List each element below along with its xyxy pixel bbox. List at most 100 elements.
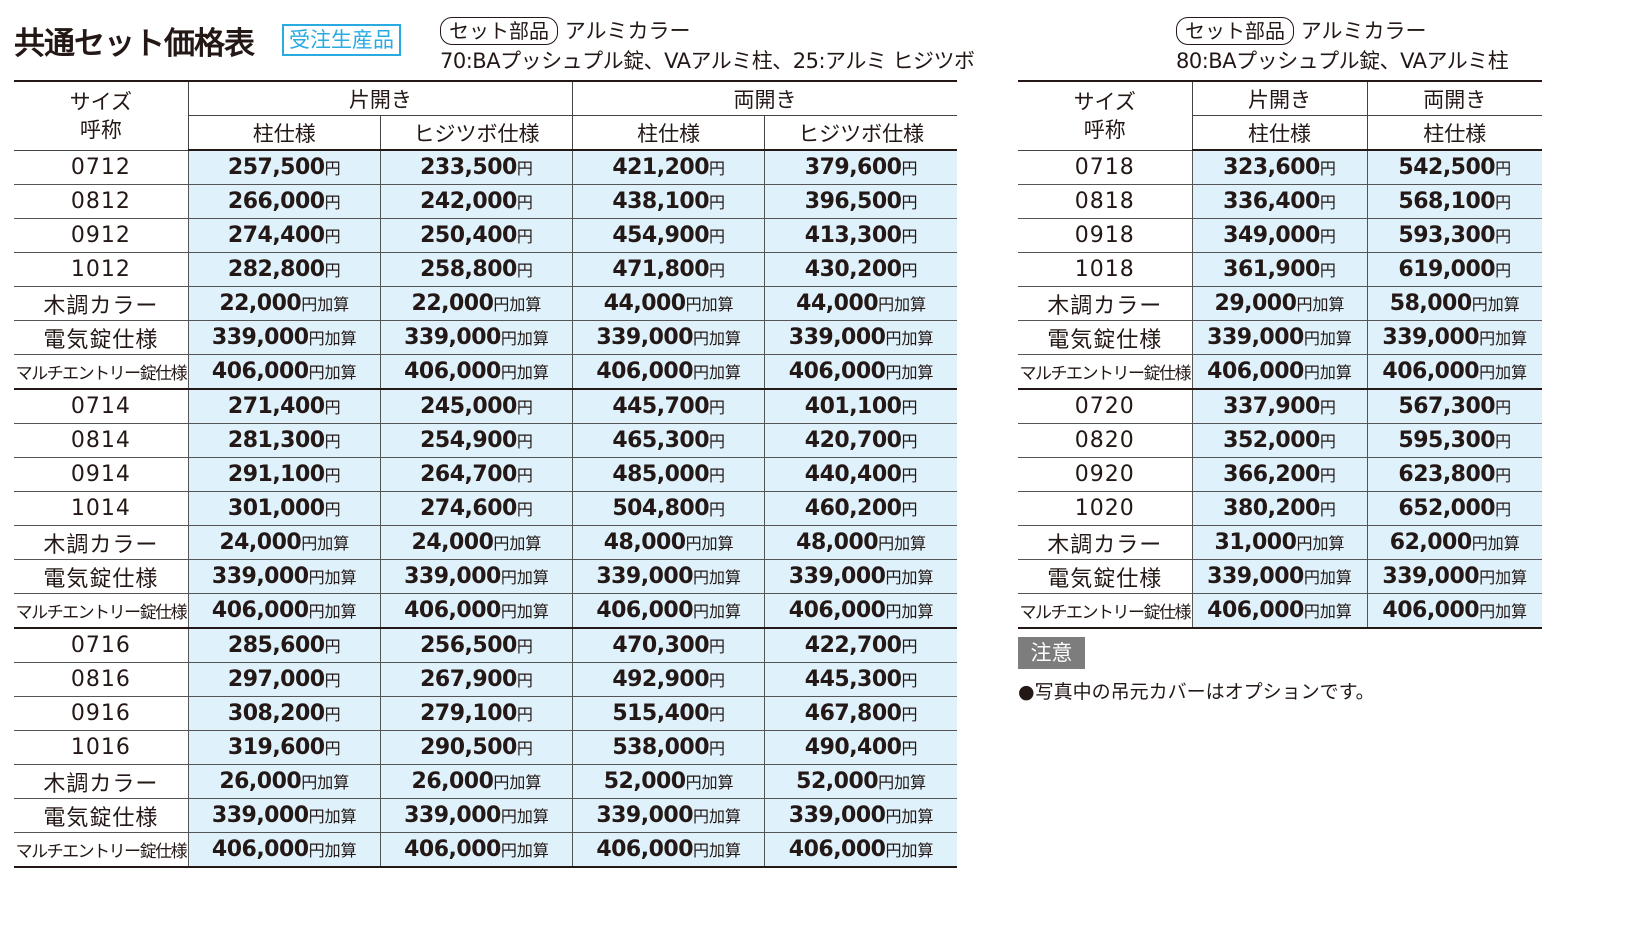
price-value: 285,600: [227, 633, 325, 658]
table-row: 電気錠仕様 339,000円加算 339,000円加算: [1018, 320, 1542, 355]
price-unit: 円: [324, 671, 341, 690]
price-cell: 406,000円加算: [379, 354, 573, 390]
row-label: 0916: [14, 696, 189, 731]
price-value: 406,000: [596, 598, 694, 623]
price-value: 266,000: [227, 189, 325, 214]
price-cell: 430,200円: [764, 252, 957, 287]
price-unit: 円: [901, 398, 918, 417]
price-unit: 円: [324, 398, 341, 417]
price-value: 26,000: [219, 769, 302, 794]
price-value: 352,000: [1223, 428, 1320, 453]
price-value: 406,000: [211, 598, 309, 623]
price-value: 492,900: [612, 667, 710, 692]
price-unit: 円加算: [693, 568, 742, 587]
price-value: 366,200: [1223, 462, 1320, 487]
table-row: 1016 319,600円 290,500円 538,000円 490,400円: [14, 730, 957, 765]
price-cell: 470,300円: [572, 628, 765, 663]
price-value: 52,000: [796, 769, 879, 794]
price-unit: 円: [1495, 432, 1512, 451]
price-cell: 339,000円加算: [764, 798, 957, 833]
price-cell: 290,500円: [379, 730, 573, 765]
price-value: 406,000: [1207, 359, 1304, 384]
price-cell: 24,000円加算: [379, 525, 573, 560]
price-cell: 567,300円: [1366, 389, 1542, 424]
price-unit: 円: [516, 193, 533, 212]
column-header: ヒジツボ仕様: [764, 115, 957, 151]
price-cell: 515,400円: [572, 696, 765, 731]
set-parts-label: セット部品: [440, 17, 558, 45]
price-value: 567,300: [1398, 394, 1496, 419]
price-cell: 271,400円: [187, 389, 381, 424]
group-header: 両開き: [1366, 80, 1542, 116]
price-value: 413,300: [804, 223, 902, 248]
price-value: 274,600: [420, 496, 517, 521]
price-cell: 26,000円加算: [379, 764, 573, 799]
price-value: 339,000: [788, 803, 886, 828]
price-unit: 円加算: [693, 329, 742, 348]
table-row: 0920 366,200円 623,800円: [1018, 457, 1542, 492]
size-header-line: 呼称: [1083, 117, 1126, 142]
price-value: 48,000: [796, 530, 879, 555]
row-label: 0820: [1018, 423, 1192, 458]
price-value: 264,700: [420, 462, 517, 487]
price-cell: 421,200円: [572, 150, 765, 185]
price-value: 339,000: [596, 325, 694, 350]
price-cell: 406,000円加算: [379, 832, 573, 868]
price-cell: 406,000円加算: [379, 593, 573, 629]
price-cell: 379,600円: [764, 150, 957, 185]
price-unit: 円加算: [693, 602, 742, 621]
row-label: 0720: [1018, 389, 1192, 424]
table-row: 0916 308,200円 279,100円 515,400円 467,800円: [14, 696, 957, 731]
price-unit: 円加算: [1303, 602, 1352, 621]
price-value: 339,000: [404, 803, 501, 828]
price-value: 301,000: [227, 496, 325, 521]
price-value: 339,000: [596, 803, 694, 828]
right-price-table: サイズ 呼称 片開き 両開き 柱仕様 柱仕様 0718 323,600円 542,500円 081…: [1018, 80, 1542, 629]
price-unit: 円: [324, 637, 341, 656]
price-cell: 319,600円: [187, 730, 381, 765]
price-value: 623,800: [1398, 462, 1496, 487]
price-value: 406,000: [211, 837, 309, 862]
price-value: 406,000: [1207, 598, 1304, 623]
price-value: 379,600: [804, 155, 902, 180]
price-value: 282,800: [227, 257, 325, 282]
table-row: 0816 297,000円 267,900円 492,900円 445,300円: [14, 662, 957, 697]
price-value: 339,000: [211, 325, 309, 350]
price-unit: 円: [901, 227, 918, 246]
price-cell: 29,000円加算: [1191, 286, 1367, 321]
price-value: 254,900: [420, 428, 517, 453]
price-cell: 413,300円: [764, 218, 957, 253]
price-value: 24,000: [219, 530, 302, 555]
price-value: 31,000: [1214, 530, 1297, 555]
size-header-line: サイズ: [69, 89, 133, 114]
price-value: 401,100: [804, 394, 902, 419]
price-cell: 406,000円加算: [572, 354, 765, 390]
price-value: 44,000: [603, 291, 686, 316]
price-unit: 円加算: [885, 602, 934, 621]
price-unit: 円: [1495, 398, 1512, 417]
price-value: 470,300: [612, 633, 710, 658]
price-unit: 円加算: [1303, 363, 1352, 382]
set-color: アルミカラー: [1300, 19, 1427, 43]
price-value: 406,000: [596, 837, 694, 862]
price-unit: 円: [1319, 500, 1336, 519]
price-cell: 274,400円: [187, 218, 381, 253]
table-row: 電気錠仕様 339,000円加算 339,000円加算 339,000円加算 339,0…: [14, 798, 957, 833]
price-unit: 円: [901, 432, 918, 451]
size-header: サイズ 呼称: [1018, 80, 1192, 151]
price-value: 396,500: [804, 189, 902, 214]
page-title: 共通セット価格表: [14, 26, 255, 62]
table-row: 0914 291,100円 264,700円 485,000円 440,400円: [14, 457, 957, 492]
price-value: 339,000: [596, 564, 694, 589]
price-cell: 471,800円: [572, 252, 765, 287]
price-unit: 円加算: [685, 534, 734, 553]
price-unit: 円加算: [1479, 568, 1528, 587]
price-value: 339,000: [1382, 564, 1480, 589]
price-cell: 440,400円: [764, 457, 957, 492]
price-cell: 339,000円加算: [1366, 320, 1542, 355]
set-items: 70:BAプッシュプル錠、VAアルミ柱、25:アルミ ヒジツボ: [440, 49, 975, 73]
price-unit: 円加算: [878, 295, 927, 314]
price-cell: 339,000円加算: [572, 320, 765, 355]
price-unit: 円加算: [500, 568, 549, 587]
price-cell: 336,400円: [1191, 184, 1367, 219]
